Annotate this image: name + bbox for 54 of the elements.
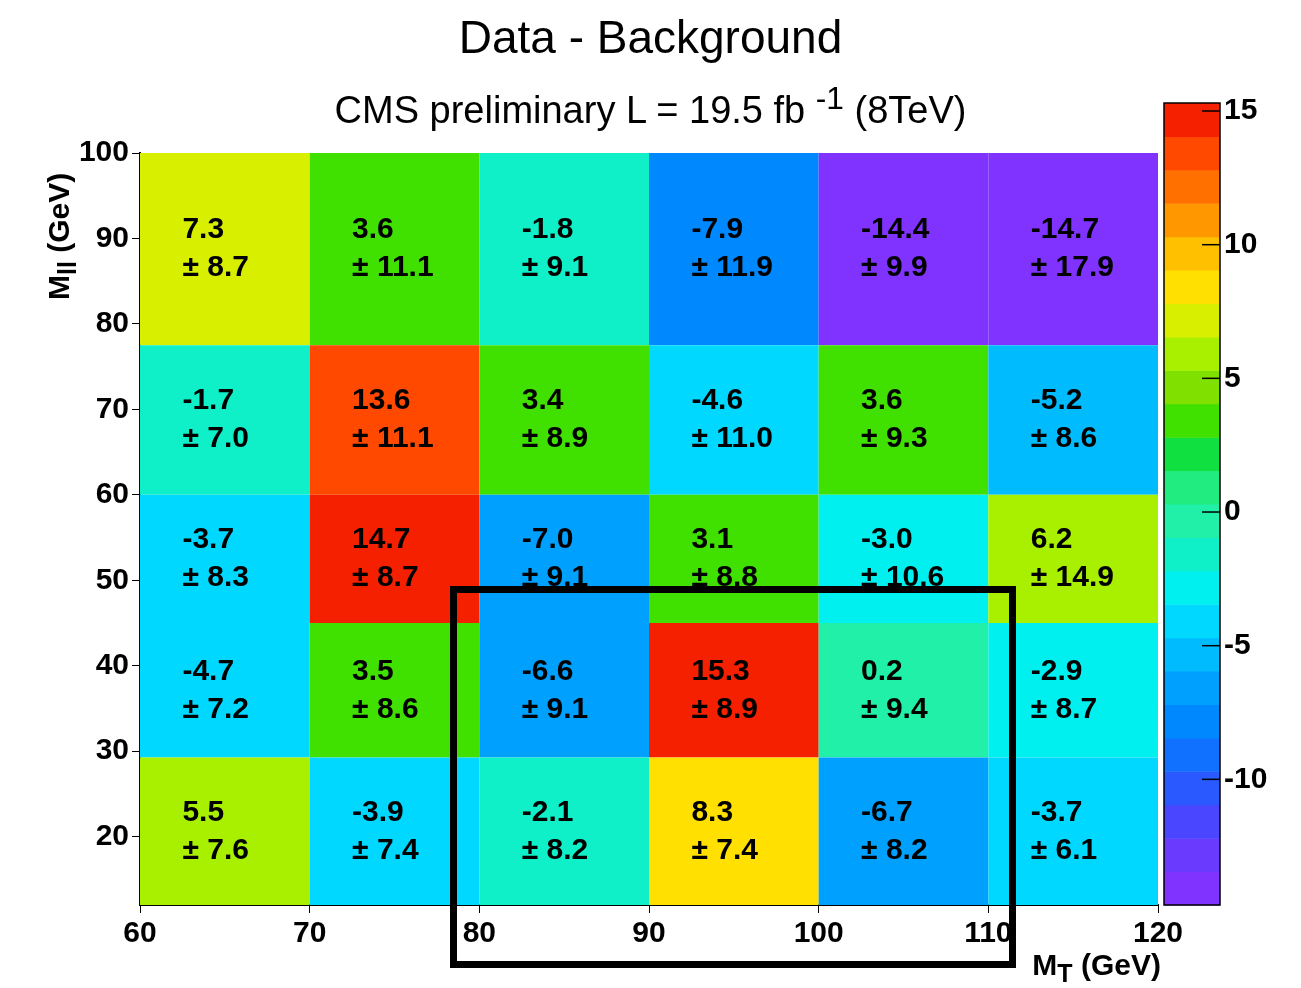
data-label: -1.8 ± 9.1 [521, 211, 589, 283]
data-label: 3.1 ± 8.8 [691, 521, 758, 593]
color-bar-label: 0 [1224, 493, 1241, 527]
data-label: -14.4 ± 9.9 [861, 211, 930, 283]
y-tick-label: 90 [95, 219, 129, 253]
data-label: -3.7 ± 8.3 [182, 521, 249, 593]
data-label: 14.7 ± 8.7 [352, 521, 419, 593]
data-label: -3.7 ± 6.1 [1030, 793, 1098, 865]
data-label: -6.6 ± 9.1 [521, 652, 589, 724]
color-bar-label: -5 [1224, 626, 1251, 660]
data-label: -7.9 ± 11.9 [691, 211, 773, 283]
y-tick-label: 70 [95, 390, 129, 424]
y-tick-label: 20 [95, 817, 129, 851]
x-tick-label: 90 [632, 915, 666, 949]
color-bar-label: -10 [1224, 760, 1268, 794]
data-label: -4.7 ± 7.2 [182, 652, 249, 724]
y-tick-label: 50 [95, 561, 129, 595]
data-label: -4.6 ± 11.0 [691, 382, 773, 454]
data-label: 13.6 ± 11.1 [352, 382, 434, 454]
y-tick-label: 60 [95, 476, 129, 510]
data-label: -3.0 ± 10.6 [861, 521, 945, 593]
data-label: -2.1 ± 8.2 [521, 793, 589, 865]
color-bar-label: 5 [1224, 359, 1241, 393]
x-axis-title: M$_{T}$ (GeV) [1032, 948, 1161, 988]
color-bar-label: 15 [1224, 92, 1258, 126]
data-label: 3.5 ± 8.6 [352, 652, 419, 724]
y-tick-label: 40 [95, 646, 129, 680]
color-bar-label: 10 [1224, 225, 1258, 259]
chart-title: Data - Background [457, 10, 844, 64]
x-tick-label: 100 [793, 915, 844, 949]
data-label: 7.3 ± 8.7 [182, 211, 249, 283]
data-label: 5.5 ± 7.6 [182, 793, 249, 865]
data-label: 15.3 ± 8.9 [691, 652, 758, 724]
data-label: 3.6 ± 9.3 [861, 382, 928, 454]
data-label: 6.2 ± 14.9 [1030, 521, 1114, 593]
data-label: -2.9 ± 8.7 [1030, 652, 1098, 724]
data-label: 3.6 ± 11.1 [352, 211, 434, 283]
y-tick-label: 100 [78, 134, 129, 168]
x-tick-label: 60 [123, 915, 157, 949]
data-label: -3.9 ± 7.4 [352, 793, 419, 865]
data-label: -14.7 ± 17.9 [1030, 211, 1114, 283]
data-label: 8.3 ± 7.4 [691, 793, 759, 865]
data-label: -7.0 ± 9.1 [521, 521, 589, 593]
data-label: -1.7 ± 7.0 [182, 382, 249, 454]
data-label: 3.4 ± 8.9 [521, 382, 589, 454]
data-label: -5.2 ± 8.6 [1030, 382, 1098, 454]
y-tick-label: 30 [95, 732, 129, 766]
data-label: 0.2 ± 9.4 [861, 652, 928, 724]
y-tick-label: 80 [95, 305, 129, 339]
data-label: -6.7 ± 8.2 [861, 793, 928, 865]
x-tick-label: 80 [462, 915, 497, 949]
chart-subtitle: CMS preliminary L = 19.5 fb $^{-1}$ (8TeV) [334, 80, 967, 131]
x-tick-label: 70 [292, 915, 327, 949]
x-tick-label: 120 [1132, 915, 1184, 949]
